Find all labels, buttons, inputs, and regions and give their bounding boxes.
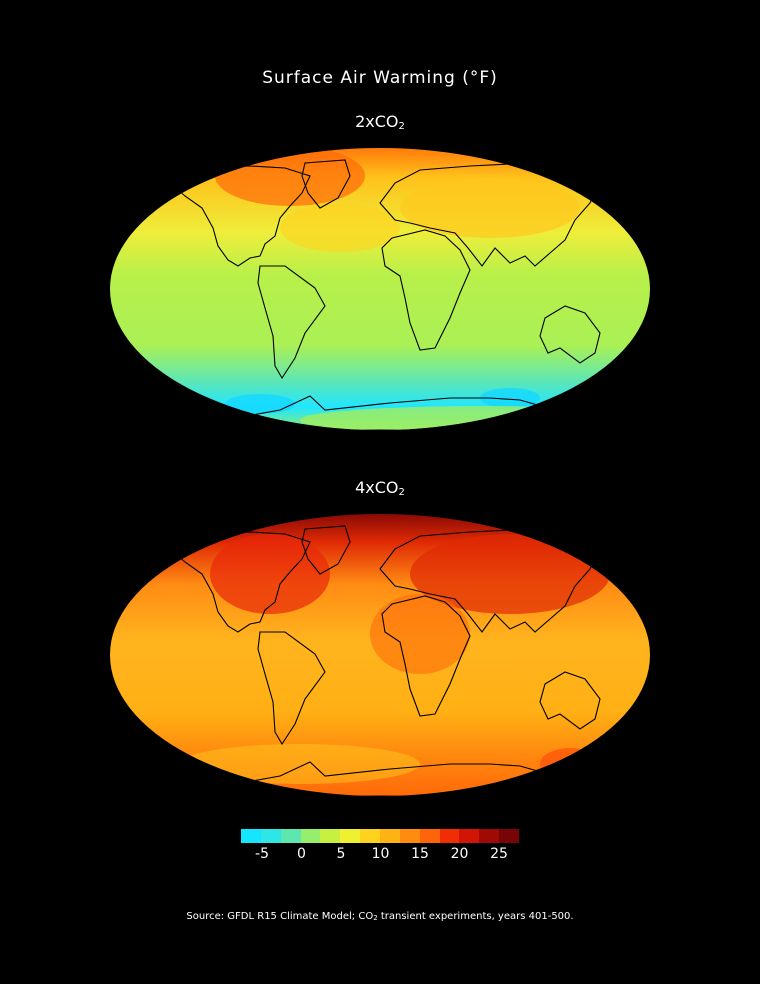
color-scale-legend: [241, 829, 520, 843]
legend-swatch: [439, 829, 460, 843]
legend-swatch: [479, 829, 500, 843]
legend-tick-label: 15: [411, 846, 429, 862]
legend-swatch: [320, 829, 341, 843]
map-4xco2: [110, 514, 650, 796]
legend-swatch: [380, 829, 400, 843]
legend-swatch: [241, 829, 261, 843]
legend-ticks: -5 0 5 10 15 20 25: [0, 846, 760, 866]
legend-swatch: [260, 829, 281, 843]
legend-swatch: [419, 829, 440, 843]
legend-swatch: [399, 829, 420, 843]
legend-tick-label: 5: [336, 846, 346, 862]
legend-swatch: [280, 829, 301, 843]
legend-swatch: [499, 829, 520, 843]
chart-title: Surface Air Warming (°F): [262, 68, 498, 88]
legend-tick-label: -5: [255, 846, 269, 862]
panel-title-4xco2: 4xCO2: [355, 478, 405, 498]
map-2xco2: [110, 148, 650, 430]
panel-title-2xco2: 2xCO2: [355, 112, 405, 132]
legend-tick-label: 10: [371, 846, 390, 862]
legend-tick-label: 0: [297, 846, 306, 862]
legend-swatch: [360, 829, 381, 843]
legend-swatch: [300, 829, 321, 843]
source-note: Source: GFDL R15 Climate Model; CO2 tran…: [186, 911, 574, 922]
legend-swatch: [459, 829, 480, 843]
legend-swatch: [340, 829, 361, 843]
legend-tick-label: 20: [450, 846, 469, 862]
legend-tick-label: 25: [490, 846, 508, 862]
